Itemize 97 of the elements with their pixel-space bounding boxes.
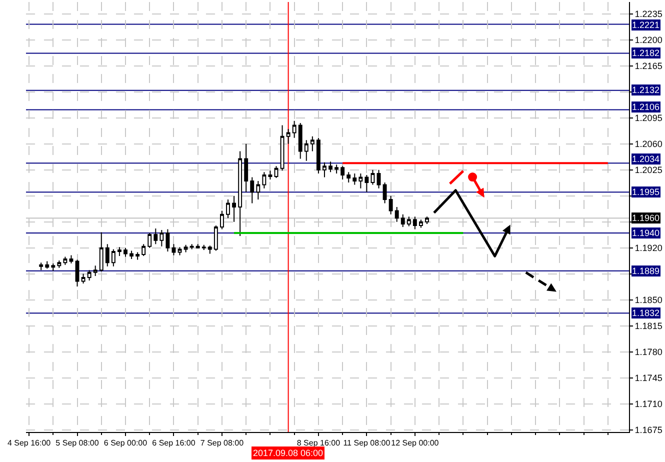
ref-line-label: 1.2182 [632, 48, 660, 58]
candlestick [425, 216, 429, 225]
candlestick [328, 161, 332, 173]
x-tick-label: 2017.09.08 06:00 [253, 448, 324, 458]
candlestick [81, 273, 86, 284]
candlestick [418, 219, 423, 228]
ref-line-label: 1.2132 [632, 85, 660, 95]
x-tick-label: 12 Sep 00:00 [391, 438, 440, 448]
candlestick [238, 150, 242, 236]
y-tick-label: 1.2200 [634, 35, 662, 46]
x-tick-label: 11 Sep 08:00 [343, 438, 391, 448]
y-tick-label: 1.2165 [634, 61, 662, 72]
candlestick [340, 166, 345, 180]
y-tick-label: 1.1850 [634, 294, 662, 305]
candlestick [214, 225, 218, 252]
candlestick [310, 136, 314, 152]
y-tick-label: 1.2060 [634, 139, 662, 149]
candlestick [39, 262, 44, 271]
candlestick [117, 246, 122, 256]
x-tick-label: 8 Sep 16:00 [296, 438, 341, 448]
candlestick [63, 256, 68, 266]
ref-line-label: 1.2034 [632, 154, 660, 164]
candlestick [136, 252, 140, 260]
candlestick [244, 143, 248, 193]
candlestick [160, 230, 164, 247]
ref-line-label: 1.1940 [632, 228, 660, 238]
candlestick [364, 174, 369, 193]
candlestick [256, 180, 260, 200]
candlestick [400, 214, 405, 228]
candlestick [370, 169, 375, 186]
candlestick [274, 166, 278, 179]
candlestick [172, 244, 176, 256]
candlestick [99, 232, 104, 272]
candlestick [358, 173, 363, 189]
candlestick [316, 137, 320, 174]
candlestick [45, 260, 50, 270]
candlestick [388, 195, 393, 215]
y-tick-label: 1.2025 [634, 164, 662, 175]
y-tick-label: 1.1815 [634, 320, 662, 331]
candlestick [154, 228, 158, 245]
x-tick-label: 6 Sep 16:00 [152, 438, 196, 448]
y-tick-label: 1.1780 [634, 346, 662, 357]
candlestick [376, 169, 381, 189]
y-tick-label: 1.2095 [634, 113, 662, 123]
candlestick [406, 216, 411, 227]
candlestick [220, 210, 224, 230]
candlestick [105, 244, 110, 267]
candlestick [69, 254, 74, 264]
candlestick [346, 172, 351, 183]
candlestick [130, 250, 134, 260]
candlestick [196, 244, 200, 250]
candlestick [382, 182, 387, 204]
candlestick [232, 195, 236, 222]
ref-line-label: 1.2221 [632, 20, 660, 30]
candlestick [75, 259, 80, 287]
candlestick [412, 216, 417, 230]
candlestick [292, 120, 296, 138]
candlestick [394, 206, 399, 222]
candlestick [250, 176, 254, 204]
candlestick [124, 247, 128, 258]
x-tick-label: 4 Sep 16:00 [7, 438, 52, 448]
candlestick [304, 140, 308, 162]
candlestick [87, 270, 92, 281]
ref-line-label: 1.1995 [632, 187, 660, 197]
ref-line-label: 1.2106 [632, 102, 660, 112]
candlestick [142, 244, 146, 256]
candlestick [190, 244, 194, 250]
y-tick-label: 1.1710 [634, 398, 662, 409]
candlestick [93, 265, 98, 277]
candlestick [334, 164, 339, 174]
candlestick [178, 246, 182, 256]
candlestick [262, 172, 266, 189]
x-tick-label: 7 Sep 08:00 [200, 438, 244, 448]
ref-line-label: 1.1832 [632, 308, 660, 318]
candlestick [352, 173, 357, 186]
ref-line-label: 1.1889 [632, 266, 660, 276]
candlestick [184, 244, 188, 253]
x-tick-label: 5 Sep 08:00 [56, 438, 100, 448]
ref-line-label: 1.1960 [632, 213, 660, 223]
candlestick [268, 170, 272, 180]
candlestick [280, 124, 284, 172]
y-tick-label: 1.2235 [634, 9, 662, 20]
candlestick [51, 262, 56, 272]
candlestick [166, 228, 170, 252]
candlestick [226, 199, 230, 219]
candlestick [111, 248, 116, 267]
candlestick [57, 260, 62, 268]
candlestick [148, 232, 152, 248]
y-tick-label: 1.1675 [634, 424, 662, 435]
candlestick [202, 244, 206, 251]
x-tick-label: 6 Sep 00:00 [104, 438, 148, 448]
y-tick-label: 1.1745 [634, 372, 662, 383]
candlestick [322, 162, 326, 178]
candlestick [286, 128, 290, 144]
candlestick [208, 245, 212, 254]
candlestick [298, 122, 302, 160]
y-tick-label: 1.1920 [634, 242, 662, 253]
